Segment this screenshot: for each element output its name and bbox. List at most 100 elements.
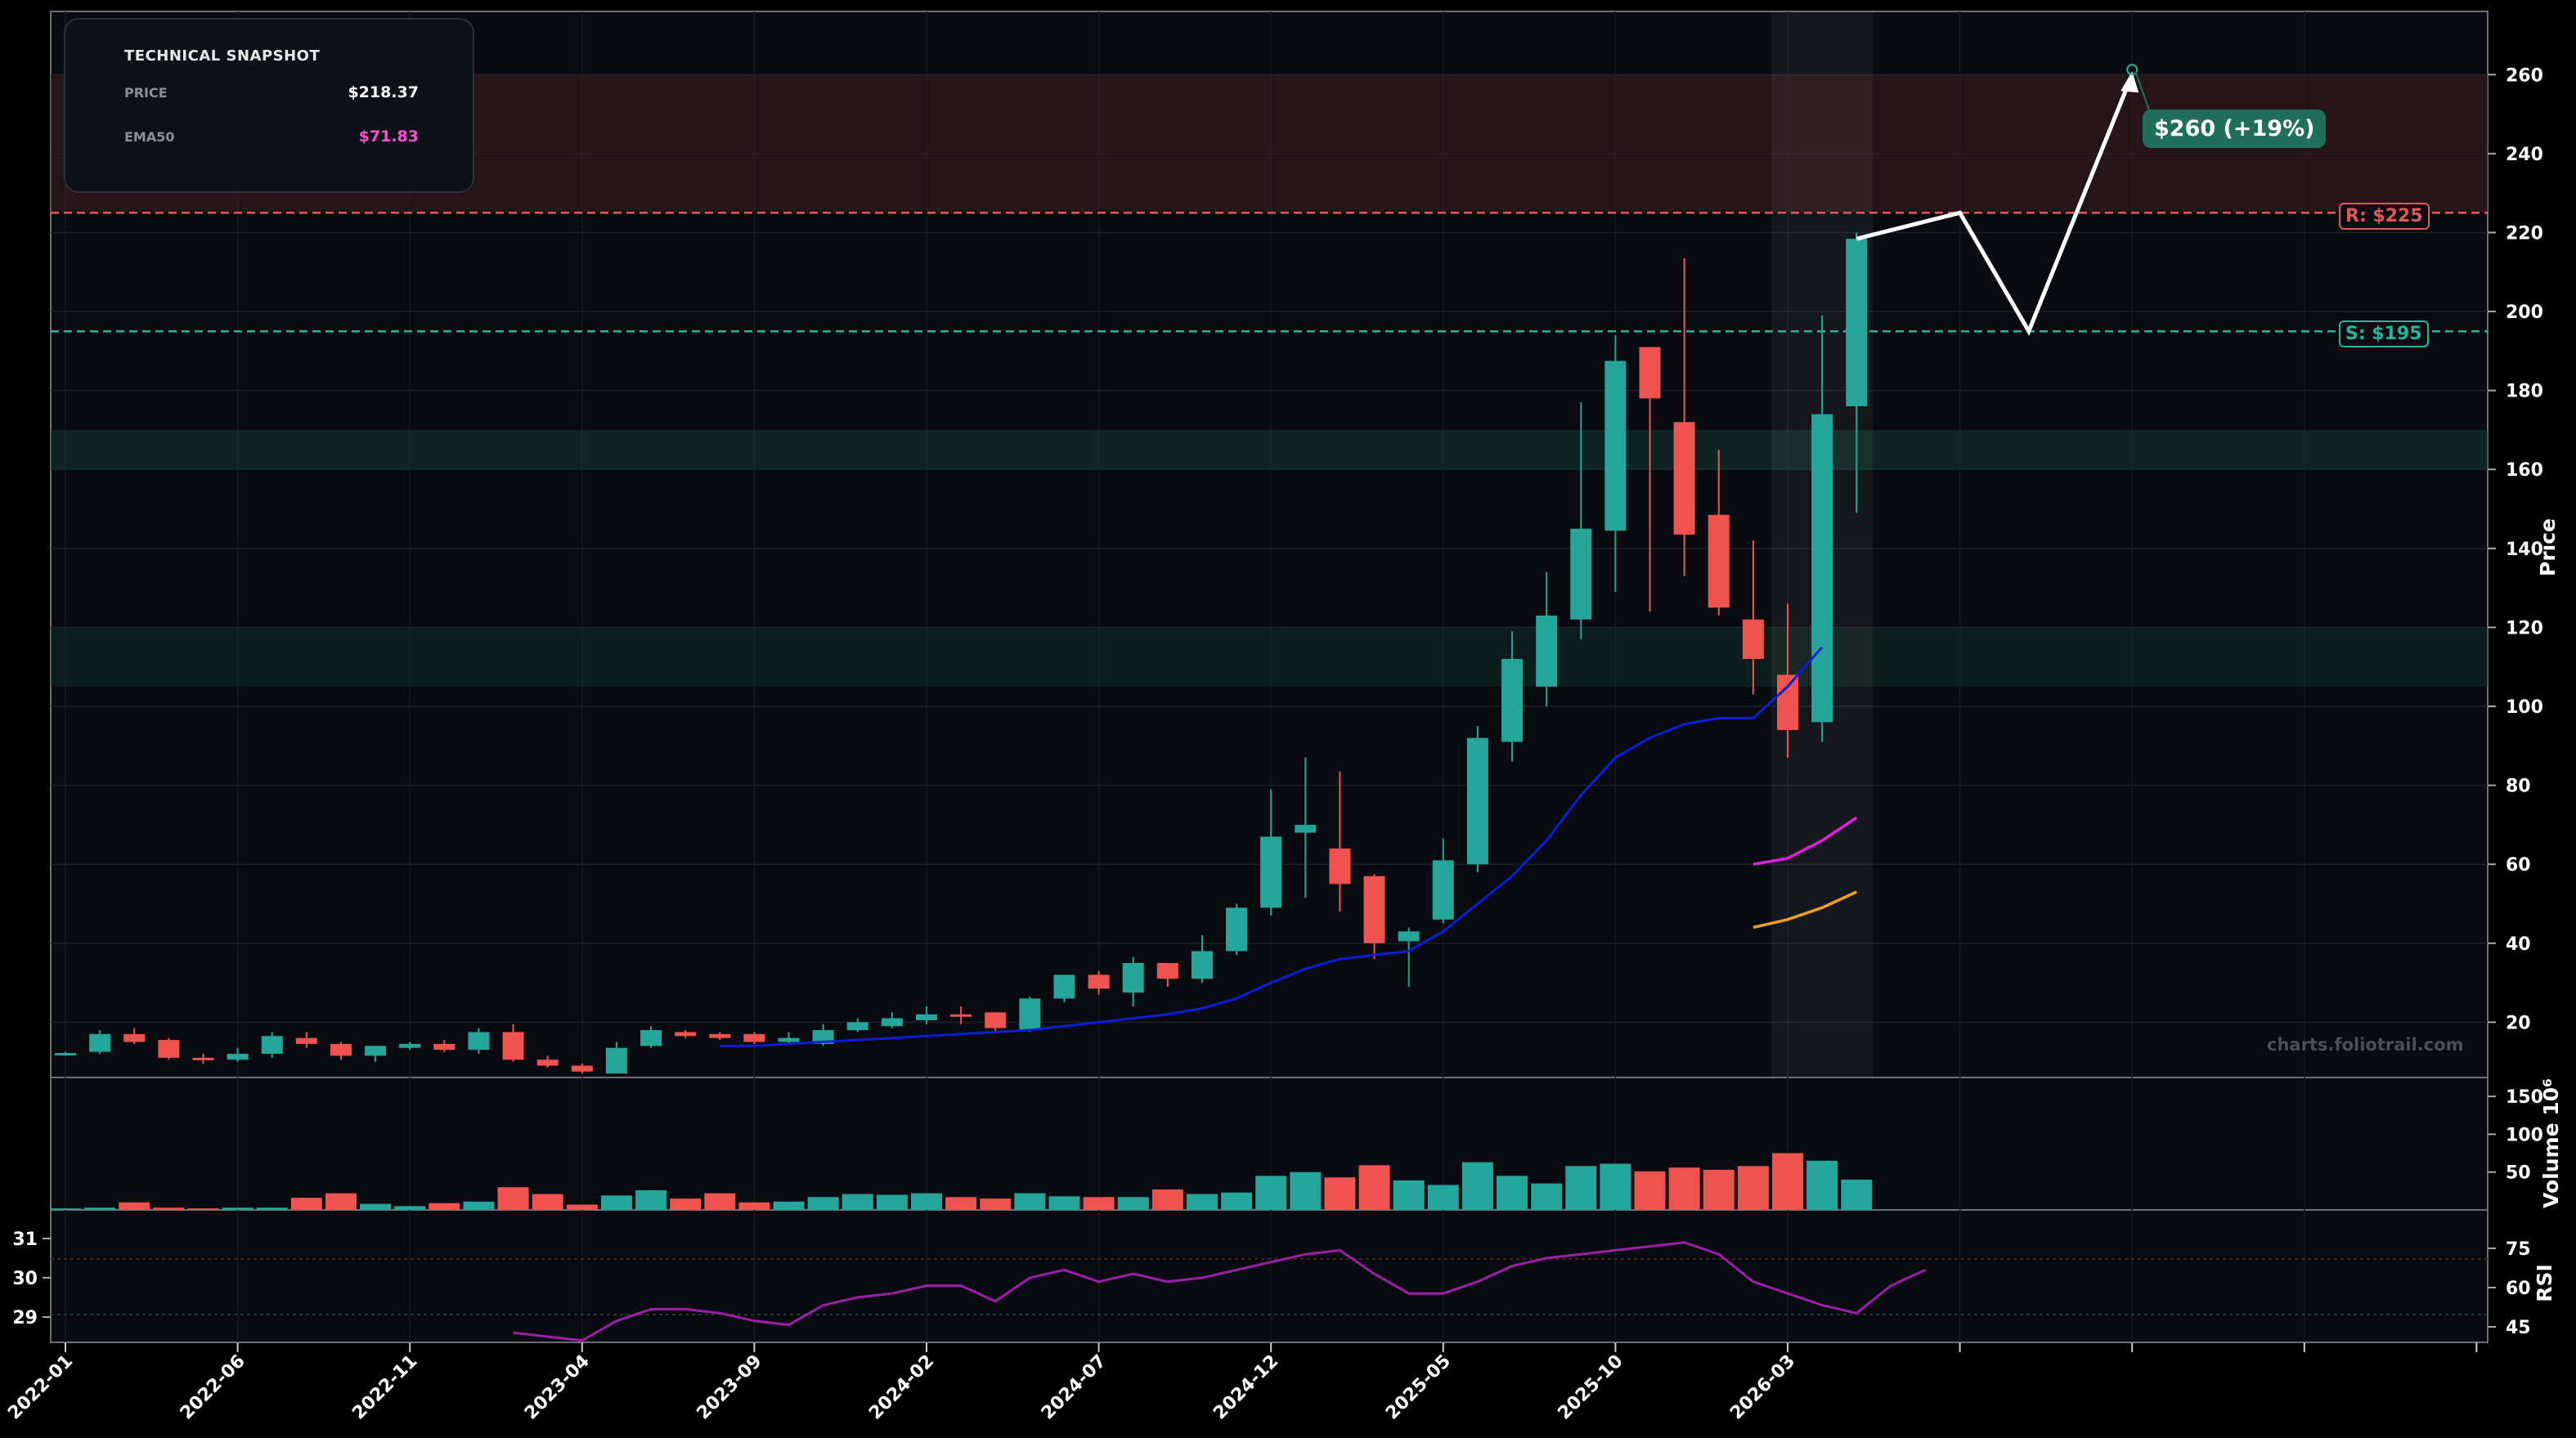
volume-bar [222, 1207, 254, 1210]
candle-body [1639, 347, 1661, 399]
volume-bar [153, 1207, 185, 1210]
rsi-left-tick-label: 31 [12, 1230, 38, 1250]
x-tick-label: 2024-02 [865, 1351, 938, 1424]
demand-zone-upper [51, 429, 2488, 470]
x-tick-label: 2022-06 [177, 1351, 249, 1424]
volume-bar [1186, 1194, 1218, 1210]
candle-body [1536, 615, 1558, 687]
rsi-left-tick-label: 29 [12, 1308, 38, 1328]
candle-body [123, 1033, 146, 1042]
volume-bar [119, 1202, 150, 1210]
target-leader [2134, 70, 2152, 115]
snapshot-price-label: PRICE [124, 85, 168, 101]
candle-body [1260, 836, 1282, 908]
x-tick-label: 2025-05 [1382, 1351, 1455, 1424]
demand-zone-lower [51, 627, 2488, 687]
volume-bar [635, 1189, 667, 1210]
candle-body [1466, 737, 1488, 865]
candle-body [227, 1054, 249, 1060]
candle-body [1742, 619, 1764, 660]
price-tick-label: 100 [2506, 697, 2543, 718]
volume-bar [1497, 1176, 1528, 1210]
candle-body [1156, 962, 1178, 979]
volume-bar [1117, 1197, 1149, 1210]
price-tick-label: 80 [2506, 777, 2531, 797]
candle-body [743, 1033, 765, 1042]
volume-axis-label: Volume 10⁶ [2538, 1078, 2563, 1208]
candle-body [158, 1040, 180, 1058]
price-tick-label: 140 [2506, 540, 2543, 560]
price-target-label: $260 (+19%) [2143, 110, 2327, 148]
volume-tick-label: 150 [2506, 1087, 2543, 1108]
candle-body [365, 1046, 387, 1056]
volume-bar [532, 1194, 563, 1210]
candle-body [916, 1014, 937, 1020]
x-tick-label: 2024-07 [1038, 1351, 1111, 1424]
candle-body [571, 1065, 593, 1072]
volume-bar [1393, 1180, 1425, 1210]
rsi-right-tick-label: 75 [2506, 1239, 2531, 1260]
price-tick-label: 180 [2506, 382, 2543, 402]
volume-bar [670, 1198, 702, 1210]
snapshot-ema-label: EMA50 [124, 129, 175, 145]
volume-bar [1600, 1163, 1631, 1210]
candle-body [1122, 962, 1144, 993]
candle-body [1363, 876, 1385, 943]
snapshot-title: TECHNICAL SNAPSHOT [124, 47, 321, 65]
technical-snapshot-panel: TECHNICAL SNAPSHOT PRICE $218.37 EMA50 $… [64, 18, 474, 193]
volume-bar [1014, 1193, 1046, 1210]
volume-bar [1151, 1189, 1183, 1210]
snapshot-ema-row: EMA50 $71.83 [124, 128, 419, 146]
watermark: charts.foliotrail.com [2267, 1035, 2464, 1055]
candle-body [709, 1033, 731, 1038]
volume-bar [256, 1207, 288, 1210]
volume-bar [497, 1187, 529, 1210]
volume-bar [1668, 1167, 1700, 1210]
candle-body [640, 1030, 662, 1046]
candle-body [55, 1053, 76, 1056]
volume-bar [911, 1193, 942, 1210]
price-tick-label: 200 [2506, 302, 2543, 323]
rsi-line [513, 1241, 1927, 1342]
volume-bar [704, 1193, 736, 1210]
x-tick-label: 2023-09 [693, 1351, 766, 1424]
volume-bar [1324, 1177, 1356, 1210]
price-tick-label: 220 [2506, 223, 2543, 244]
price-tick-label: 40 [2506, 934, 2531, 955]
candle-body [846, 1022, 868, 1031]
candle-body [1811, 414, 1833, 723]
candle-body [261, 1036, 283, 1055]
candle-body [985, 1012, 1007, 1028]
price-tick-label: 20 [2506, 1013, 2531, 1033]
volume-bar [1841, 1179, 1873, 1210]
volume-bar [50, 1208, 81, 1210]
volume-bar [1565, 1166, 1597, 1210]
rsi-left-tick-label: 30 [12, 1269, 38, 1289]
candle-body [295, 1037, 317, 1044]
rsi-axis-label: RSI [2532, 1264, 2556, 1302]
volume-bar [600, 1195, 632, 1210]
volume-bar [841, 1194, 873, 1210]
candle-body [330, 1043, 352, 1056]
candle-body [1295, 824, 1317, 833]
candle-body [89, 1033, 111, 1052]
price-tick-label: 120 [2506, 618, 2543, 638]
candle-body [1570, 528, 1592, 620]
volume-bar [1461, 1162, 1493, 1210]
x-tick-label: 2024-12 [1209, 1351, 1282, 1424]
x-tick-label: 2026-03 [1726, 1351, 1799, 1424]
volume-bar [945, 1197, 977, 1210]
volume-bar [1048, 1196, 1080, 1210]
candle-body [881, 1018, 903, 1027]
volume-bar [1703, 1169, 1735, 1210]
ema-orange-line [1752, 890, 1857, 930]
volume-bar [1255, 1176, 1287, 1210]
snapshot-price-value: $218.37 [348, 83, 419, 101]
candle-body [433, 1043, 456, 1051]
candle-body [192, 1057, 214, 1060]
price-axis-label: Price [2536, 518, 2560, 576]
rsi-right-tick-label: 60 [2506, 1279, 2531, 1299]
candle-body [536, 1059, 559, 1066]
volume-bar [980, 1198, 1012, 1210]
candle-body [675, 1032, 697, 1037]
